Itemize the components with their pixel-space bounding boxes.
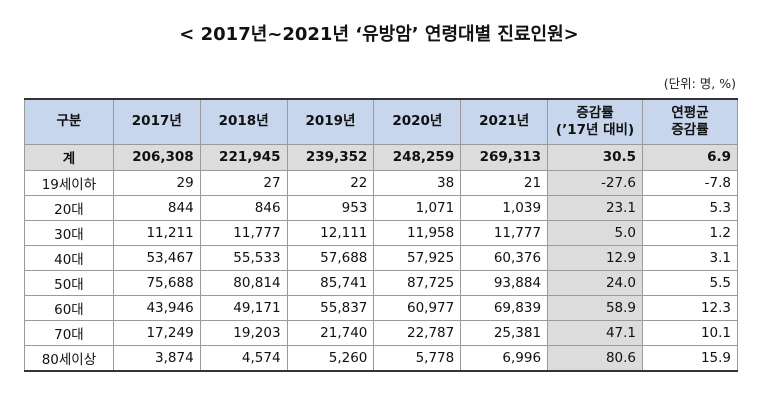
table-cell: 87,725 (373, 269, 462, 296)
table-cell: 21 (460, 169, 549, 196)
table-cell: 27 (199, 169, 288, 196)
header-row: 구분 2017년 2018년 2019년 2020년 2021년 증감률 (’17년 대비) 연… (24, 98, 738, 145)
table-cell: 12.9 (547, 244, 643, 271)
column-header: 구분 (24, 98, 114, 145)
table-cell: 60,977 (373, 294, 462, 321)
table-cell: 85,741 (286, 269, 375, 296)
table-cell: 10.1 (642, 319, 738, 346)
row-label: 계 (24, 143, 114, 171)
table-cell: 30.5 (547, 143, 643, 171)
table-cell: 239,352 (286, 143, 375, 171)
row-label: 80세이상 (24, 344, 114, 372)
table-cell: 11,958 (373, 219, 462, 246)
table-cell: 6.9 (642, 143, 738, 171)
table-cell: 3,874 (112, 344, 201, 372)
table-cell: 53,467 (112, 244, 201, 271)
table-cell: 3.1 (642, 244, 738, 271)
row-label: 40대 (24, 244, 114, 271)
table-row: 40대 53,467 55,533 57,688 57,925 60,376 12.9 3.1 (24, 244, 738, 271)
table-cell: 5,778 (373, 344, 462, 372)
table-cell: 57,688 (286, 244, 375, 271)
table-cell: 21,740 (286, 319, 375, 346)
table-cell: 11,777 (460, 219, 549, 246)
column-header: 2018년 (199, 98, 288, 145)
column-header: 2020년 (373, 98, 462, 145)
table-cell: 29 (112, 169, 201, 196)
table-cell: 953 (286, 194, 375, 221)
table-title: < 2017년~2021년 ‘유방암’ 연령대별 진료인원> (179, 24, 579, 45)
table-cell: 248,259 (373, 143, 462, 171)
table-cell: 5.0 (547, 219, 643, 246)
row-label: 60대 (24, 294, 114, 321)
table-cell: 58.9 (547, 294, 643, 321)
column-header: 연평균 증감률 (642, 98, 738, 145)
table-cell: 269,313 (460, 143, 549, 171)
table-cell: 206,308 (112, 143, 201, 171)
table-cell: 12.3 (642, 294, 738, 321)
table-cell: -27.6 (547, 169, 643, 196)
table-cell: 5.3 (642, 194, 738, 221)
table-cell: 6,996 (460, 344, 549, 372)
table-body: 계 206,308 221,945 239,352 248,259 269,313 30.5… (24, 143, 738, 372)
table-cell: 49,171 (199, 294, 288, 321)
row-label: 19세이하 (24, 169, 114, 196)
row-label: 70대 (24, 319, 114, 346)
table-cell: 55,533 (199, 244, 288, 271)
unit-note: (단위: 명, %) (663, 76, 736, 91)
table-cell: 57,925 (373, 244, 462, 271)
stats-table: 구분 2017년 2018년 2019년 2020년 2021년 증감률 (’17년 대비) 연… (24, 98, 738, 372)
table-row: 20대 844 846 953 1,071 1,039 23.1 5.3 (24, 194, 738, 221)
table-cell: 43,946 (112, 294, 201, 321)
table-cell: 846 (199, 194, 288, 221)
table-cell: 55,837 (286, 294, 375, 321)
column-header: 증감률 (’17년 대비) (547, 98, 643, 145)
table-cell: 221,945 (199, 143, 288, 171)
table-cell: 47.1 (547, 319, 643, 346)
table-cell: -7.8 (642, 169, 738, 196)
table-cell: 80.6 (547, 344, 643, 372)
column-header: 2019년 (286, 98, 375, 145)
table-cell: 11,211 (112, 219, 201, 246)
table-cell: 12,111 (286, 219, 375, 246)
table-cell: 75,688 (112, 269, 201, 296)
table-cell: 5,260 (286, 344, 375, 372)
table-row: 19세이하 29 27 22 38 21 -27.6 -7.8 (24, 169, 738, 196)
table-cell: 60,376 (460, 244, 549, 271)
table-row: 80세이상 3,874 4,574 5,260 5,778 6,996 80.6 15.9 (24, 344, 738, 372)
table-cell: 1,071 (373, 194, 462, 221)
table-cell: 22 (286, 169, 375, 196)
table-cell: 93,884 (460, 269, 549, 296)
table-cell: 25,381 (460, 319, 549, 346)
column-header: 2021년 (460, 98, 549, 145)
row-label: 30대 (24, 219, 114, 246)
column-header: 2017년 (112, 98, 201, 145)
table-cell: 11,777 (199, 219, 288, 246)
table-cell: 80,814 (199, 269, 288, 296)
table-cell: 17,249 (112, 319, 201, 346)
table-cell: 23.1 (547, 194, 643, 221)
table-cell: 1,039 (460, 194, 549, 221)
row-label: 20대 (24, 194, 114, 221)
table-row: 70대 17,249 19,203 21,740 22,787 25,381 47.1 10.… (24, 319, 738, 346)
table-row: 60대 43,946 49,171 55,837 60,977 69,839 58.9 12.… (24, 294, 738, 321)
table-cell: 5.5 (642, 269, 738, 296)
table-cell: 38 (373, 169, 462, 196)
row-label: 50대 (24, 269, 114, 296)
table-cell: 24.0 (547, 269, 643, 296)
table-cell: 22,787 (373, 319, 462, 346)
table-cell: 4,574 (199, 344, 288, 372)
table-cell: 844 (112, 194, 201, 221)
table-cell: 15.9 (642, 344, 738, 372)
table-cell: 19,203 (199, 319, 288, 346)
table-row: 50대 75,688 80,814 85,741 87,725 93,884 24.0 5.5 (24, 269, 738, 296)
table-cell: 69,839 (460, 294, 549, 321)
table-row: 30대 11,211 11,777 12,111 11,958 11,777 5.0 1.2 (24, 219, 738, 246)
total-row: 계 206,308 221,945 239,352 248,259 269,313 30.5… (24, 143, 738, 171)
table-cell: 1.2 (642, 219, 738, 246)
